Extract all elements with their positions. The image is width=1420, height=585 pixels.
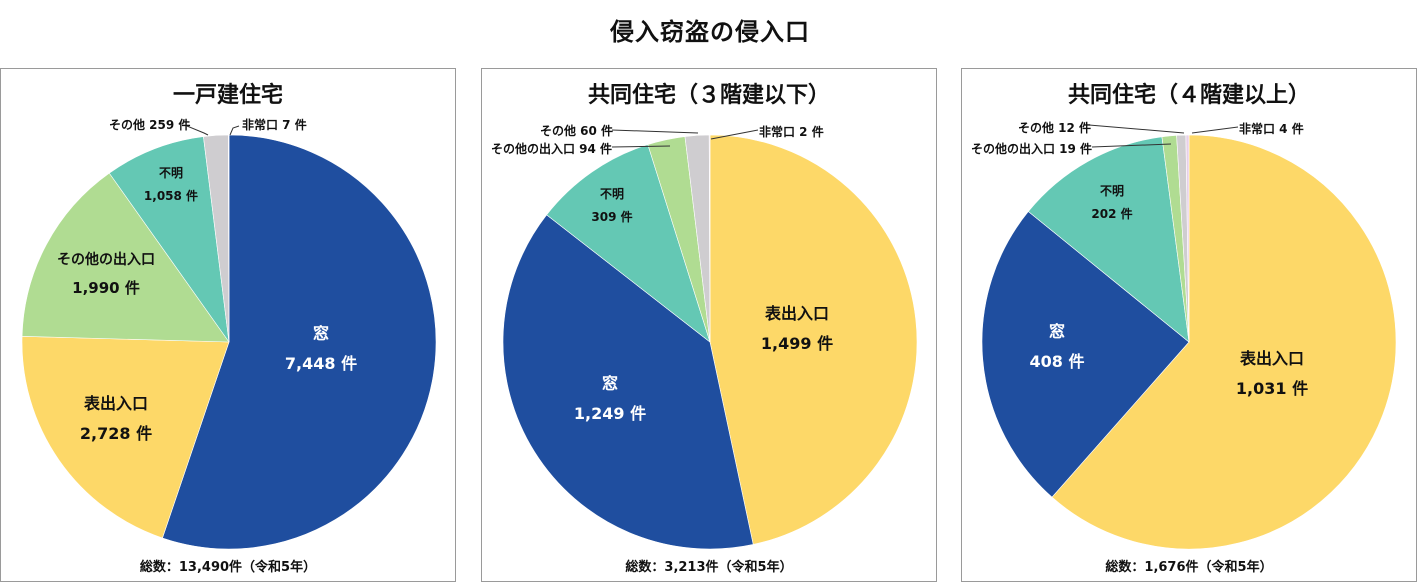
ext-label-emergency: 非常口 2 件 [759,125,824,139]
total-label: 総数：13,490件（令和5年） [139,560,317,575]
leader-line-emergency [710,129,759,140]
pie-slice [1185,134,1190,343]
slice-label-value: 1,990 件 [72,278,140,297]
leader-line-other-entrance [1091,143,1172,148]
slice-label-name: その他の出入口 [57,252,155,268]
pie-slice [162,134,437,550]
leader-line-other [1088,124,1185,134]
slice-label-window: 窓 7,448 件 [261,319,381,380]
slice-label-value: 408 件 [1029,352,1085,372]
ext-label-other: その他 12 件 [1018,121,1092,135]
leader-line-other [611,129,699,134]
pie-slice [502,214,754,550]
slice-label-value: 1,031 件 [1235,379,1309,399]
ext-label-other-entrance: その他の出入口 94 件 [491,142,613,156]
slice-label-name: 表出入口 [1239,349,1304,368]
chart-panel-detached-house: 一戸建住宅 窓 7,448 件 表出入口 2,728 件 その他の出入口 1,9… [0,68,456,582]
slice-label-front-entrance: 表出入口 1,031 件 [1212,344,1332,405]
pie-slice [708,134,711,343]
leader-line-other-entrance [611,145,671,148]
pie-slices [21,134,437,550]
ext-label-emergency: 非常口 4 件 [1239,122,1304,136]
slice-label-window: 窓 1,249 件 [550,369,670,430]
pie-chart-detached-house [21,125,437,550]
slice-label-name: 表出入口 [83,394,148,413]
pie-chart-apartment-high [981,124,1397,550]
slice-label-unknown: 不明 309 件 [562,183,662,229]
slice-label-other-entrance: その他の出入口 1,990 件 [36,247,176,302]
pie-chart-apartment-low [502,129,918,550]
chart-panel-apartment-low: 共同住宅（３階建以下） 表出入口 1,499 件 窓 1,249 件 不明 30… [481,68,937,582]
slice-label-name: 不明 [599,187,624,201]
slice-label-value: 7,448 件 [284,354,358,374]
slice-label-value: 1,249 件 [573,404,647,424]
total-label: 総数：1,676件（令和5年） [1105,560,1273,575]
slice-label-value: 1,058 件 [143,188,199,203]
slice-label-value: 202 件 [1091,206,1133,221]
pie-slice [108,136,230,343]
leader-line-emergency [1191,126,1239,134]
slice-label-name: 表出入口 [764,304,829,323]
leader-line-emergency [229,125,240,136]
pie-slice [21,336,230,539]
leader-line-other [186,125,209,136]
slice-label-name: 不明 [158,166,183,180]
slice-label-front-entrance: 表出入口 2,728 件 [56,389,176,450]
pie-slice [709,134,918,545]
pie-slice [1051,134,1397,550]
ext-label-other-entrance: その他の出入口 19 件 [971,142,1093,156]
slice-label-unknown: 不明 202 件 [1062,180,1162,226]
pie-slice [981,211,1190,498]
ext-label-emergency: 非常口 7 件 [242,118,307,132]
slice-label-value: 309 件 [591,209,633,224]
ext-label-other: その他 259 件 [109,118,191,132]
main-title: 侵入窃盗の侵入口 [610,18,810,46]
pie-slices [502,134,918,550]
slice-label-name: 窓 [312,324,329,343]
ext-label-other: その他 60 件 [540,124,614,138]
panel-title: 一戸建住宅 [172,83,283,108]
pie-slice [21,172,230,343]
panel-title: 共同住宅（４階建以上） [1067,83,1310,108]
slice-label-unknown: 不明 1,058 件 [121,162,221,208]
slice-label-value: 1,499 件 [760,334,834,354]
pie-slice [1027,136,1190,343]
slice-label-name: 窓 [601,374,618,393]
slice-label-front-entrance: 表出入口 1,499 件 [737,299,857,360]
slice-label-value: 2,728 件 [79,424,153,444]
panel-title: 共同住宅（３階建以下） [587,83,830,108]
chart-panel-apartment-high: 共同住宅（４階建以上） 表出入口 1,031 件 窓 408 件 不明 202 … [961,68,1417,582]
slice-label-name: 窓 [1048,322,1065,341]
total-label: 総数：3,213件（令和5年） [625,560,793,575]
pie-slices [981,134,1397,550]
pie-slice [228,134,230,343]
slice-label-name: 不明 [1099,184,1124,198]
slice-label-window: 窓 408 件 [997,317,1117,378]
